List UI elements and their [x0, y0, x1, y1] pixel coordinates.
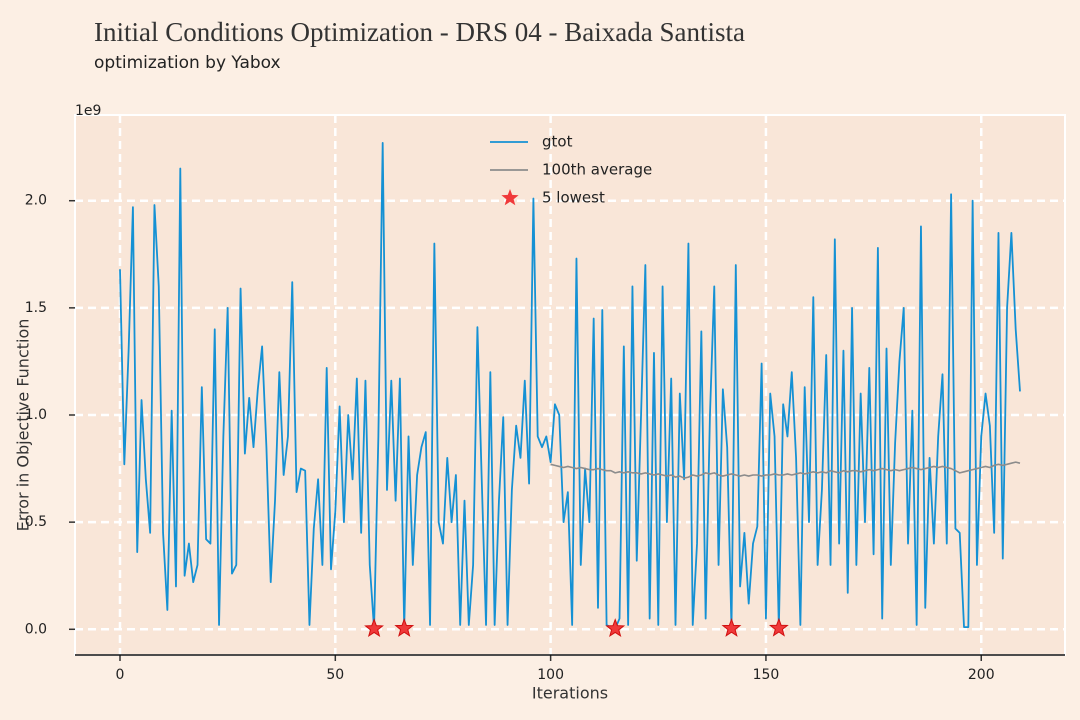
- lowest-marker: [768, 617, 789, 637]
- legend-marker: [501, 189, 519, 206]
- y-offset-text: 1e9: [75, 103, 101, 119]
- x-tick-label: 50: [326, 667, 344, 683]
- y-tick-label: 0.5: [25, 514, 47, 530]
- lowest-marker: [394, 617, 415, 637]
- lowest-marker: [605, 618, 626, 638]
- series-line: [119, 141, 1021, 630]
- y-tick-label: 1.5: [25, 300, 47, 316]
- x-tick-label: 100: [537, 667, 564, 683]
- series-line: [550, 461, 1021, 480]
- chart-title: Initial Conditions Optimization - DRS 04…: [94, 17, 745, 47]
- legend-label: 100th average: [542, 161, 652, 179]
- x-tick-label: 150: [753, 667, 780, 683]
- lowest-marker: [364, 618, 384, 638]
- y-tick-label: 2.0: [25, 193, 47, 209]
- legend-label: gtot: [542, 133, 573, 151]
- y-axis-label: Error in Objective Function: [14, 319, 33, 532]
- y-tick-label: 0.0: [25, 621, 47, 637]
- chart-subtitle: optimization by Yabox: [94, 53, 281, 73]
- x-axis-label: Iterations: [532, 684, 608, 703]
- x-tick-label: 200: [968, 667, 995, 683]
- lowest-marker: [721, 617, 742, 637]
- y-tick-label: 1.0: [25, 407, 47, 423]
- x-tick-label: 0: [116, 667, 125, 683]
- legend-label: 5 lowest: [542, 189, 605, 207]
